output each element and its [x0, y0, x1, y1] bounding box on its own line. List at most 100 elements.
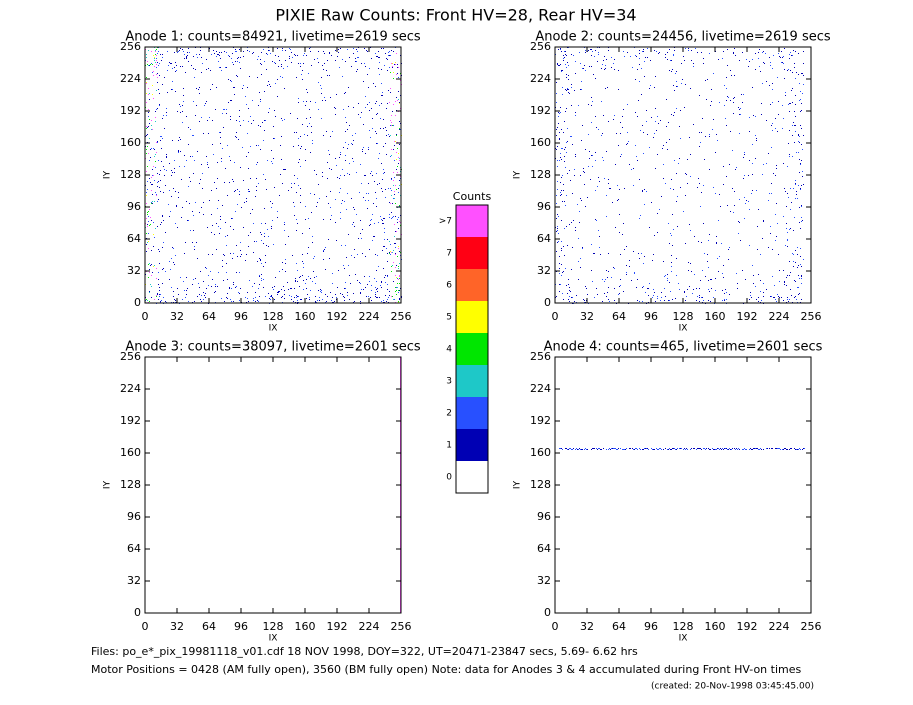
x-tick-label: 96 — [644, 620, 658, 633]
x-tick-label: 256 — [391, 310, 412, 323]
x-tick-label: 64 — [202, 620, 216, 633]
x-tick-label: 128 — [263, 620, 284, 633]
panel-title: Anode 2: counts=24456, livetime=2619 sec… — [535, 30, 831, 45]
colorbar-swatch — [456, 301, 488, 333]
x-axis-label: IX — [679, 324, 688, 334]
x-tick-label: 32 — [580, 310, 594, 323]
colorbar-swatch — [456, 237, 488, 269]
y-tick-label: 128 — [120, 168, 141, 181]
y-tick-label: 32 — [127, 574, 141, 587]
y-tick-label: 64 — [537, 232, 551, 245]
y-tick-label: 32 — [127, 264, 141, 277]
x-tick-label: 160 — [705, 310, 726, 323]
x-tick-label: 32 — [580, 620, 594, 633]
colorbar-swatch — [456, 397, 488, 429]
y-tick-label: 128 — [120, 478, 141, 491]
y-axis-label: IY — [103, 170, 113, 179]
x-tick-label: 128 — [673, 310, 694, 323]
y-tick-label: 224 — [530, 72, 551, 85]
x-tick-label: 224 — [359, 310, 380, 323]
y-axis-label: IY — [513, 480, 523, 489]
x-tick-label: 256 — [391, 620, 412, 633]
x-tick-label: 192 — [737, 620, 758, 633]
x-tick-label: 32 — [170, 310, 184, 323]
colorbar-swatch — [456, 205, 488, 237]
x-tick-label: 224 — [359, 620, 380, 633]
y-tick-label: 224 — [120, 382, 141, 395]
x-tick-label: 192 — [327, 310, 348, 323]
y-tick-label: 0 — [544, 606, 551, 619]
x-tick-label: 0 — [142, 620, 149, 633]
colorbar-label: 4 — [446, 345, 452, 355]
x-tick-label: 64 — [202, 310, 216, 323]
x-axis-label: IX — [269, 324, 278, 334]
y-tick-label: 256 — [120, 40, 141, 53]
colorbar-swatch — [456, 269, 488, 301]
y-tick-label: 192 — [530, 414, 551, 427]
x-tick-label: 128 — [263, 310, 284, 323]
colorbar-swatch — [456, 461, 488, 493]
x-tick-label: 256 — [801, 310, 822, 323]
colorbar-swatch — [456, 365, 488, 397]
x-tick-label: 224 — [769, 620, 790, 633]
x-axis-label: IX — [679, 634, 688, 644]
x-tick-label: 96 — [234, 310, 248, 323]
colorbar-label: 1 — [446, 441, 452, 451]
y-tick-label: 224 — [120, 72, 141, 85]
y-tick-label: 0 — [544, 296, 551, 309]
y-tick-label: 192 — [120, 414, 141, 427]
y-tick-label: 192 — [120, 104, 141, 117]
y-tick-label: 224 — [530, 382, 551, 395]
x-tick-label: 96 — [644, 310, 658, 323]
colorbar-swatch — [456, 333, 488, 365]
x-tick-label: 256 — [801, 620, 822, 633]
x-tick-label: 224 — [769, 310, 790, 323]
page-title: PIXIE Raw Counts: Front HV=28, Rear HV=3… — [275, 6, 636, 25]
y-tick-label: 96 — [537, 510, 551, 523]
x-tick-label: 0 — [552, 620, 559, 633]
x-tick-label: 64 — [612, 310, 626, 323]
colorbar-label: 2 — [446, 409, 452, 419]
colorbar-label: >7 — [439, 217, 452, 227]
y-tick-label: 64 — [127, 232, 141, 245]
y-tick-label: 32 — [537, 264, 551, 277]
x-tick-label: 0 — [552, 310, 559, 323]
colorbar-swatch — [456, 429, 488, 461]
colorbar-frame — [455, 204, 489, 494]
y-tick-label: 256 — [120, 350, 141, 363]
panel-title: Anode 1: counts=84921, livetime=2619 sec… — [125, 30, 421, 45]
x-tick-label: 192 — [327, 620, 348, 633]
colorbar-title: Counts — [453, 190, 492, 203]
y-tick-label: 256 — [530, 350, 551, 363]
x-tick-label: 128 — [673, 620, 694, 633]
footer-line: Files: po_e*_pix_19981118_v01.cdf 18 NOV… — [91, 645, 638, 658]
y-tick-label: 256 — [530, 40, 551, 53]
panel-title: Anode 4: counts=465, livetime=2601 secs — [544, 340, 823, 355]
footer-line: Motor Positions = 0428 (AM fully open), … — [91, 663, 801, 676]
x-tick-label: 160 — [705, 620, 726, 633]
y-tick-label: 96 — [537, 200, 551, 213]
y-tick-label: 128 — [530, 168, 551, 181]
y-axis-label: IY — [103, 480, 113, 489]
y-tick-label: 160 — [530, 446, 551, 459]
y-tick-label: 32 — [537, 574, 551, 587]
x-tick-label: 160 — [295, 620, 316, 633]
colorbar-label: 3 — [446, 377, 452, 387]
y-tick-label: 0 — [134, 296, 141, 309]
x-tick-label: 160 — [295, 310, 316, 323]
colorbar-label: 7 — [446, 249, 452, 259]
y-tick-label: 64 — [127, 542, 141, 555]
colorbar-label: 6 — [446, 281, 452, 291]
y-tick-label: 96 — [127, 200, 141, 213]
y-tick-label: 0 — [134, 606, 141, 619]
count-texture — [559, 448, 805, 450]
x-tick-label: 32 — [170, 620, 184, 633]
y-tick-label: 192 — [530, 104, 551, 117]
panel-title: Anode 3: counts=38097, livetime=2601 sec… — [125, 340, 421, 355]
x-tick-label: 192 — [737, 310, 758, 323]
y-tick-label: 64 — [537, 542, 551, 555]
x-tick-label: 0 — [142, 310, 149, 323]
x-tick-label: 96 — [234, 620, 248, 633]
y-tick-label: 128 — [530, 478, 551, 491]
